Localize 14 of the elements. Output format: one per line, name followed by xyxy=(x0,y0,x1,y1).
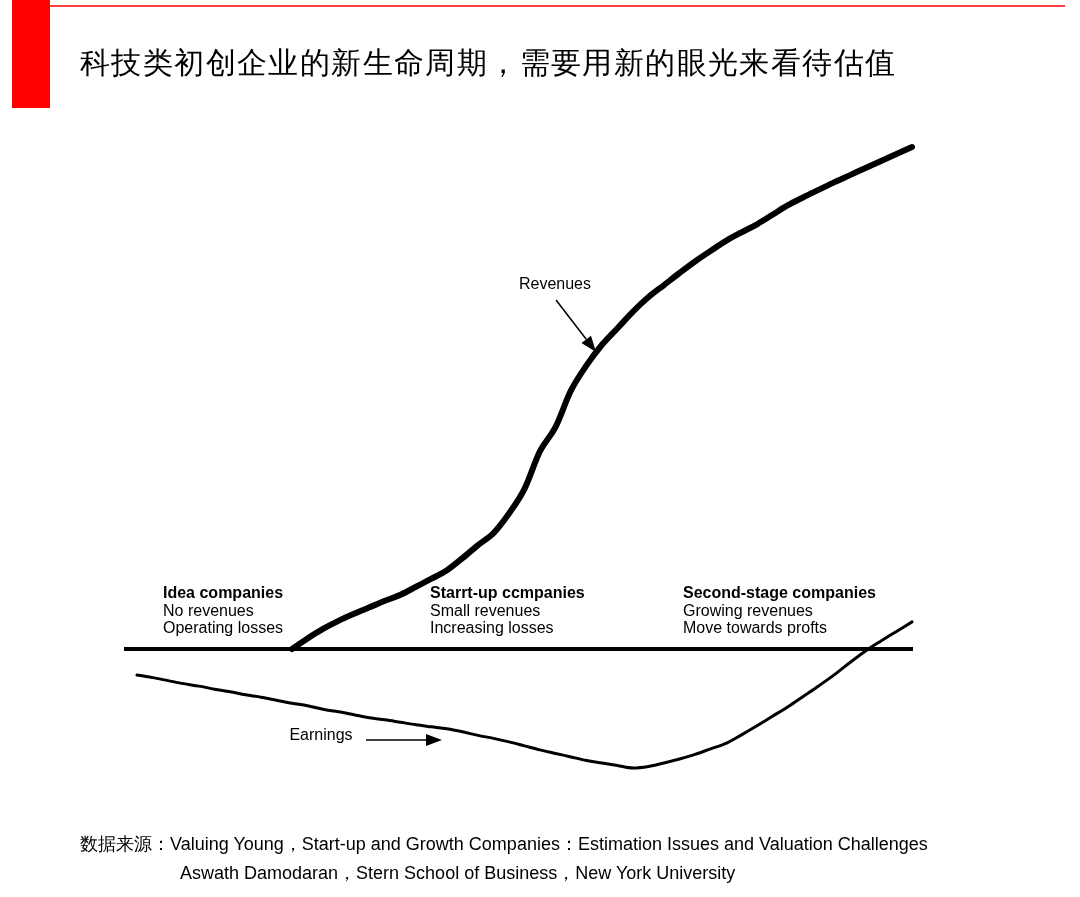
legend-label: Earnings xyxy=(289,726,353,743)
text: Aswath Damodaran，Stern School of Business，New York University xyxy=(180,863,736,883)
chart-title: 科技类初创企业的新生命周期，需要用新的眼光来看待估值 xyxy=(80,45,897,80)
source-note: 数据来源：Valuing Young，Start-up and Growth Companies：Estimation Issues and Valuation Challenges xyxy=(80,834,928,854)
annotation: Small revenues xyxy=(430,601,541,619)
annotation: Increasing losses xyxy=(430,619,554,636)
annotation: Growing revenues xyxy=(683,601,813,619)
annotation: Second-stage companies xyxy=(683,584,877,601)
annotation: Starrt-up ccmpanies xyxy=(430,584,585,601)
annotation: Move towards profts xyxy=(683,619,828,636)
annotation: Idea companies xyxy=(163,584,284,601)
annotation: Operating losses xyxy=(163,619,284,636)
annotation: No revenues xyxy=(163,601,254,619)
text: Revenues xyxy=(518,275,592,292)
